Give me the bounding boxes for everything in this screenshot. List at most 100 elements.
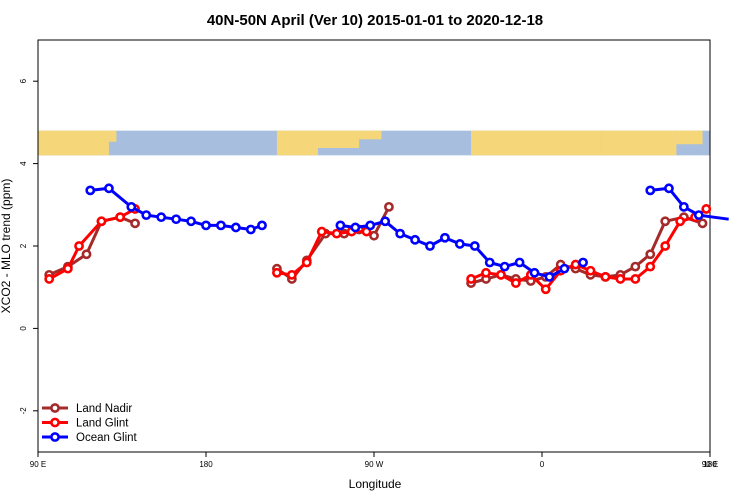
data-point-land-glint [630, 274, 641, 284]
x-tick-label: 180 [703, 460, 717, 469]
x-tick-label: 90 E [702, 460, 718, 469]
data-point-ocean-glint [156, 212, 167, 223]
legend-marker-land-glint [50, 417, 60, 428]
data-point-ocean-glint [141, 210, 152, 220]
series-line-land-nadir [48, 215, 136, 277]
x-tick-label: 90 W [365, 460, 384, 469]
data-point-ocean-glint [186, 216, 196, 227]
y-tick-label: -2 [19, 407, 28, 415]
data-point-land-nadir [130, 218, 140, 229]
map-land [601, 130, 677, 156]
data-point-ocean-glint [216, 220, 226, 231]
map-land [108, 130, 117, 142]
data-point-ocean-glint [664, 183, 674, 194]
map-land [38, 130, 109, 156]
x-tick-label: 90 E [30, 460, 46, 469]
data-point-land-glint [316, 226, 327, 237]
data-point-ocean-glint [454, 239, 465, 249]
data-point-ocean-glint [230, 222, 241, 233]
data-point-land-glint [466, 274, 476, 284]
data-point-land-nadir [630, 261, 641, 272]
chart-title: 40N-50N April (Ver 10) 2015-01-01 to 202… [207, 12, 543, 29]
series-ocean-glint [85, 183, 729, 282]
data-point-ocean-glint [425, 241, 435, 251]
data-point-land-glint [496, 269, 506, 280]
series-line-ocean-glint [340, 219, 566, 279]
map-land [318, 130, 360, 148]
world-map-band [38, 130, 710, 156]
legend-marker-land-nadir [50, 403, 60, 413]
legend-label-land-glint: Land Glint [76, 418, 129, 430]
data-point-land-glint [510, 278, 521, 288]
y-tick-label: 0 [19, 326, 28, 331]
x-tick-label: 180 [199, 460, 213, 469]
data-point-land-nadir [660, 216, 671, 227]
data-point-ocean-glint [335, 220, 346, 231]
data-point-ocean-glint [245, 224, 256, 235]
x-tick-label: 0 [540, 460, 545, 469]
data-point-ocean-glint [257, 220, 267, 231]
map-land [676, 130, 703, 145]
data-point-ocean-glint [578, 257, 588, 268]
x-axis-label: Longitude [349, 477, 402, 491]
data-point-land-glint [645, 261, 656, 272]
data-point-land-glint [540, 284, 551, 295]
map-land [359, 130, 382, 140]
data-point-land-nadir [369, 230, 379, 241]
data-point-land-glint [74, 241, 84, 251]
series-line-land-nadir [276, 206, 391, 281]
data-point-land-glint [570, 259, 581, 270]
data-point-ocean-glint [380, 216, 391, 227]
data-point-land-glint [660, 241, 671, 251]
data-point-land-nadir [384, 201, 394, 212]
series-line-ocean-glint [650, 186, 729, 221]
data-point-ocean-glint [514, 257, 525, 268]
data-point-land-glint [585, 265, 596, 276]
data-point-land-nadir [697, 218, 708, 229]
data-point-land-glint [115, 212, 126, 223]
series-land-glint [44, 204, 712, 295]
data-point-ocean-glint [559, 263, 570, 274]
data-point-land-nadir [81, 249, 92, 260]
data-point-ocean-glint [499, 261, 510, 272]
data-point-ocean-glint [469, 241, 480, 251]
data-point-ocean-glint [678, 201, 689, 212]
data-point-land-glint [600, 271, 611, 282]
data-point-ocean-glint [484, 257, 495, 268]
data-point-ocean-glint [104, 183, 114, 194]
data-point-land-nadir [645, 249, 656, 260]
data-point-ocean-glint [529, 267, 540, 278]
y-tick-label: 4 [19, 161, 28, 166]
data-point-land-glint [272, 267, 282, 278]
series-line-land-nadir [470, 215, 703, 285]
y-tick-label: 2 [19, 243, 28, 248]
data-point-ocean-glint [693, 210, 704, 220]
y-axis-label: XCO2 - MLO trend (ppm) [0, 179, 13, 314]
legend-marker-ocean-glint [50, 432, 60, 442]
data-point-land-glint [286, 269, 297, 280]
data-point-ocean-glint [85, 185, 96, 196]
data-point-land-glint [331, 228, 342, 239]
data-point-land-glint [615, 274, 626, 284]
legend-label-land-nadir: Land Nadir [76, 403, 132, 415]
data-point-land-glint [301, 257, 312, 268]
data-point-ocean-glint [201, 220, 211, 231]
data-point-land-glint [62, 263, 73, 274]
series-layer [44, 183, 729, 295]
data-point-ocean-glint [350, 222, 361, 233]
data-point-ocean-glint [126, 201, 137, 212]
data-point-land-glint [96, 216, 107, 227]
data-point-ocean-glint [171, 214, 182, 225]
y-tick-label: 6 [19, 78, 28, 83]
legend-label-ocean-glint: Ocean Glint [76, 432, 138, 444]
data-point-land-glint [481, 267, 491, 278]
plot-frame [37, 39, 711, 453]
data-point-ocean-glint [365, 220, 376, 231]
data-point-ocean-glint [645, 185, 656, 196]
map-land [276, 130, 318, 156]
data-point-land-glint [701, 204, 712, 214]
data-point-ocean-glint [395, 228, 406, 239]
data-point-ocean-glint [440, 232, 450, 243]
